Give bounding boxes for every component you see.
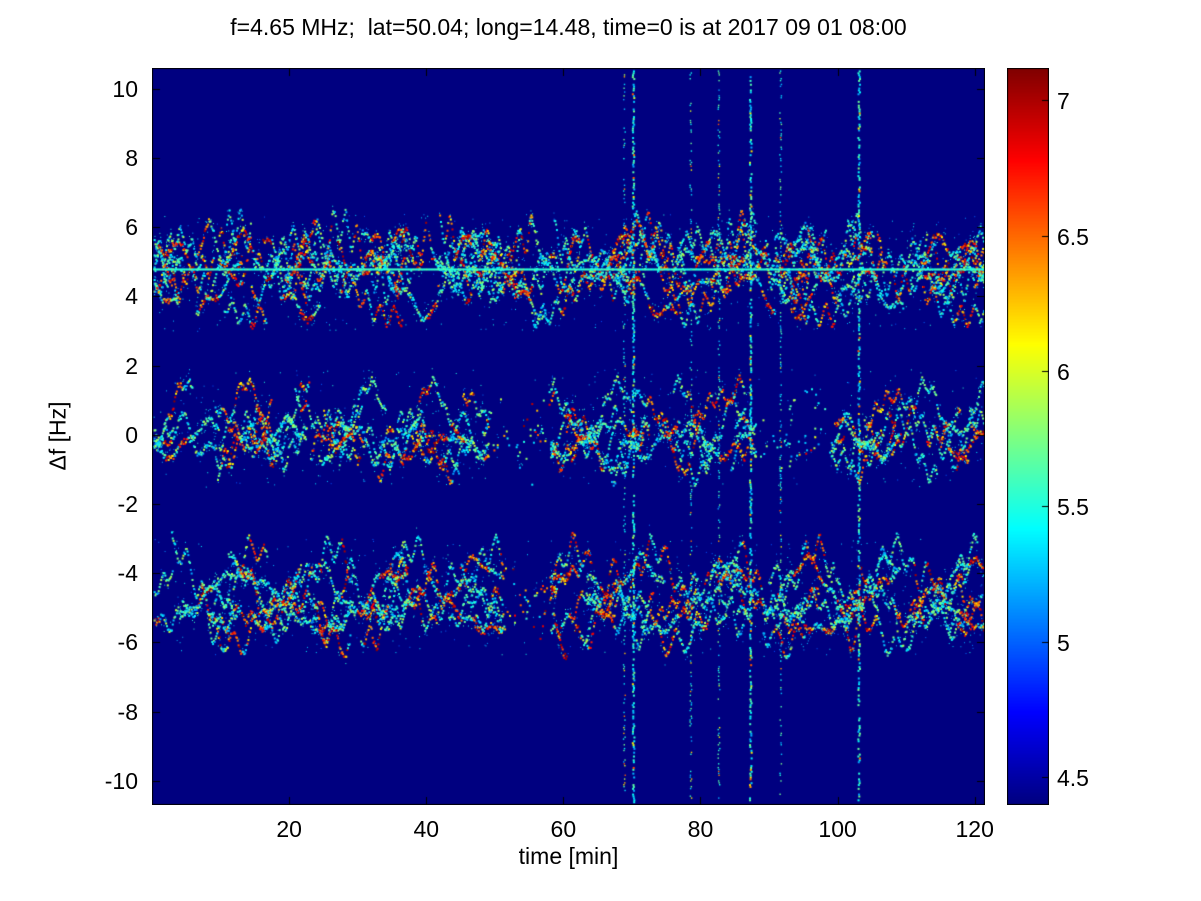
y-tick-label: -8 [117,698,138,725]
x-tick-label: 100 [818,816,857,842]
heatmap-canvas [152,68,985,805]
y-tick-label: 8 [125,144,138,171]
colorbar-canvas [1007,68,1049,805]
y-tick-label: -2 [117,490,138,517]
y-tick-label: 4 [125,283,138,310]
x-axis-label: time [min] [518,843,619,869]
colorbar-tick-label: 7 [1057,87,1070,114]
x-tick-label: 80 [687,816,714,842]
colorbar-tick-label: 5 [1057,629,1070,656]
chart-title: f=4.65 MHz; lat=50.04; long=14.48, time=… [230,14,907,40]
y-tick-label: -6 [117,629,138,656]
x-tick-label: 40 [413,816,440,842]
y-tick-label: 0 [125,421,138,448]
x-tick-label: 20 [276,816,302,842]
colorbar-tick-label: 4.5 [1057,764,1089,791]
y-tick-label: -10 [104,767,138,794]
y-tick-label: 6 [125,214,138,241]
y-tick-label: 10 [112,75,138,102]
x-tick-label: 120 [955,816,994,842]
y-tick-label: 2 [125,352,138,379]
y-tick-label: -4 [117,560,138,587]
x-tick-label: 60 [550,816,577,842]
colorbar-tick-label: 6 [1057,358,1070,385]
colorbar-tick-label: 5.5 [1057,493,1089,520]
colorbar-tick-label: 6.5 [1057,223,1089,250]
